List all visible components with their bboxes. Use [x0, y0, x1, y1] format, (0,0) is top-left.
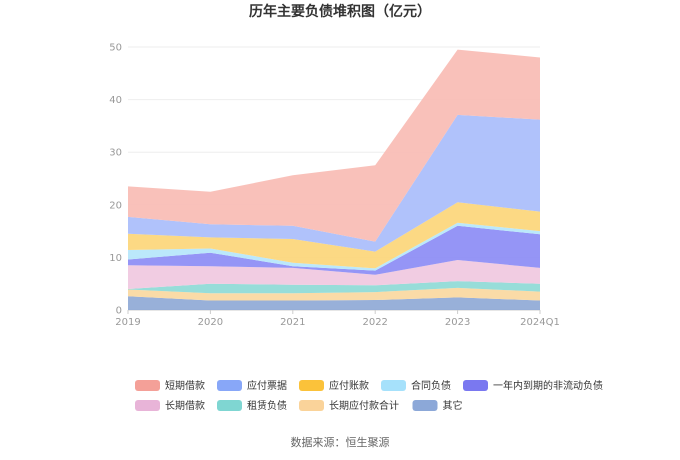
y-tick-label: 30: [109, 148, 122, 159]
legend-label: 租赁负债: [247, 399, 287, 412]
legend-label: 长期应付款合计: [329, 399, 399, 412]
legend-label: 应付账款: [329, 379, 369, 392]
x-tick-label: 2023: [445, 317, 470, 328]
x-tick-label: 2019: [115, 317, 140, 328]
legend-item[interactable]: 合同负债: [381, 379, 451, 392]
legend-label: 应付票据: [247, 379, 287, 392]
legend-item[interactable]: 长期借款: [135, 399, 205, 412]
legend-swatch: [217, 400, 242, 411]
legend-swatch: [217, 380, 242, 391]
axes: 0 10 20 30 40 50 2019 2020 2021 2022 2023 2024Q1: [109, 43, 560, 329]
legend-item[interactable]: 租赁负债: [217, 399, 287, 412]
legend-item[interactable]: 应付票据: [217, 379, 287, 392]
area-0: [128, 296, 540, 310]
x-tick-label: 2021: [280, 317, 305, 328]
legend-item[interactable]: 长期应付款合计: [299, 399, 399, 412]
y-tick-label: 50: [109, 43, 122, 54]
area-5: [128, 222, 540, 271]
area-8: [128, 49, 540, 242]
y-tick-label: 40: [109, 95, 122, 106]
legend-swatch: [299, 400, 324, 411]
x-tick-label: 2024Q1: [520, 317, 560, 328]
legend-item[interactable]: 一年内到期的非流动负债: [463, 379, 603, 392]
area-6: [128, 202, 540, 269]
data-source-note: 数据来源：恒生聚源: [291, 435, 390, 449]
legend-label: 短期借款: [165, 379, 205, 392]
chart-title: 历年主要负债堆积图（亿元）: [249, 3, 431, 20]
legend-swatch: [412, 400, 438, 411]
legend-swatch: [463, 380, 488, 391]
legend-label: 长期借款: [165, 399, 205, 412]
legend-item[interactable]: 其它: [412, 399, 463, 412]
legend-swatch: [135, 400, 160, 411]
legend-item[interactable]: 短期借款: [135, 379, 205, 392]
x-tick-label: 2020: [198, 317, 223, 328]
y-tick-label: 0: [116, 306, 122, 317]
area-series: [128, 49, 540, 310]
y-tick-label: 10: [109, 253, 122, 264]
area-2: [128, 281, 540, 294]
legend-label: 一年内到期的非流动负债: [493, 379, 603, 392]
area-4: [128, 225, 540, 275]
legend-label: 合同负债: [411, 379, 451, 392]
legend-swatch: [381, 380, 406, 391]
x-tick-label: 2022: [362, 317, 387, 328]
y-tick-label: 20: [109, 200, 122, 211]
legend-label: 其它: [443, 399, 463, 412]
legend-swatch: [135, 380, 160, 391]
area-3: [128, 260, 540, 289]
legend-item[interactable]: 应付账款: [299, 379, 369, 392]
area-7: [128, 114, 540, 252]
legend-swatch: [299, 380, 324, 391]
area-1: [128, 287, 540, 301]
